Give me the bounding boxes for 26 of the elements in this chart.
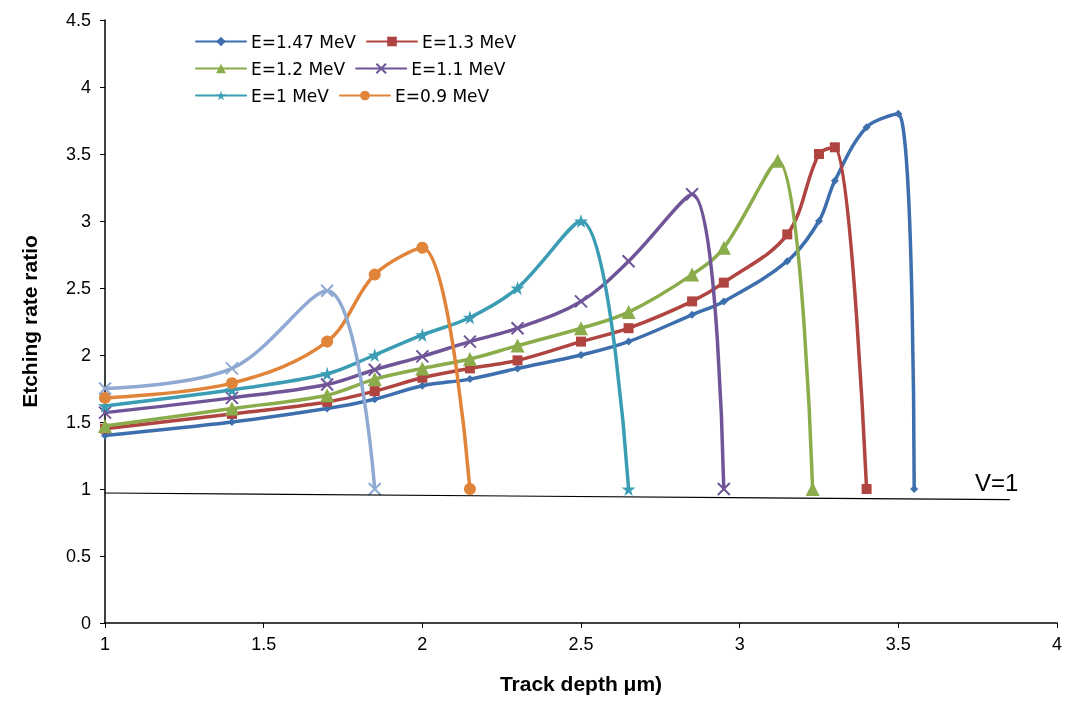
y-tick-label: 4.5	[65, 10, 91, 30]
legend-label: E=1 MeV	[251, 85, 330, 106]
y-tick-label: 2.5	[65, 278, 91, 298]
x-tick-label: 3.5	[885, 634, 911, 654]
legend-label: E=1.47 MeV	[251, 31, 357, 52]
y-tick-label: 1.5	[65, 412, 91, 432]
x-tick-label: 4	[1051, 634, 1063, 654]
y-tick-label: 0.5	[65, 546, 91, 566]
legend-label: E=1.2 MeV	[251, 58, 346, 79]
x-tick-label: 3	[734, 634, 745, 654]
y-tick-label: 2	[80, 345, 91, 365]
y-tick-label: 3.5	[65, 144, 91, 164]
y-tick-label: 1	[80, 479, 91, 499]
y-tick-label: 3	[80, 211, 91, 231]
x-tick-label: 2	[417, 634, 428, 654]
x-axis-title: Track depth μm)	[499, 672, 663, 695]
legend-label: E=1.3 MeV	[422, 31, 517, 52]
y-axis-title: Etching rate ratio	[18, 235, 41, 408]
legend-label: E=1.1 MeV	[411, 58, 506, 79]
y-tick-label: 0	[80, 613, 91, 633]
x-tick-label: 1	[99, 634, 111, 654]
legend-label: E=0.9 MeV	[394, 85, 490, 106]
x-tick-label: 1.5	[251, 634, 277, 654]
annotation: V=1	[975, 468, 1019, 496]
x-tick-label: 2.5	[568, 634, 594, 654]
y-tick-label: 4	[80, 77, 91, 97]
